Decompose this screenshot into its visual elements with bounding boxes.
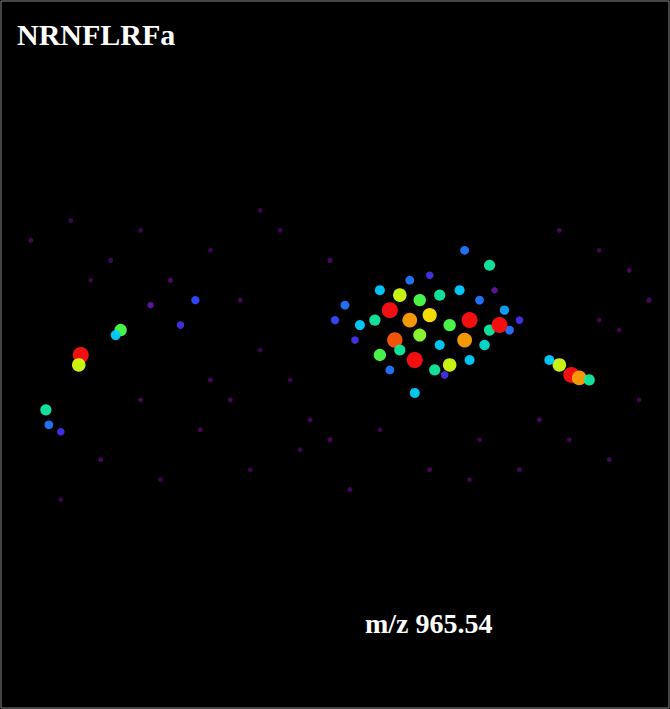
svg-text:NRNFLRFa: NRNFLRFa: [17, 18, 175, 51]
svg-text:m/z 965.54: m/z 965.54: [365, 608, 493, 639]
